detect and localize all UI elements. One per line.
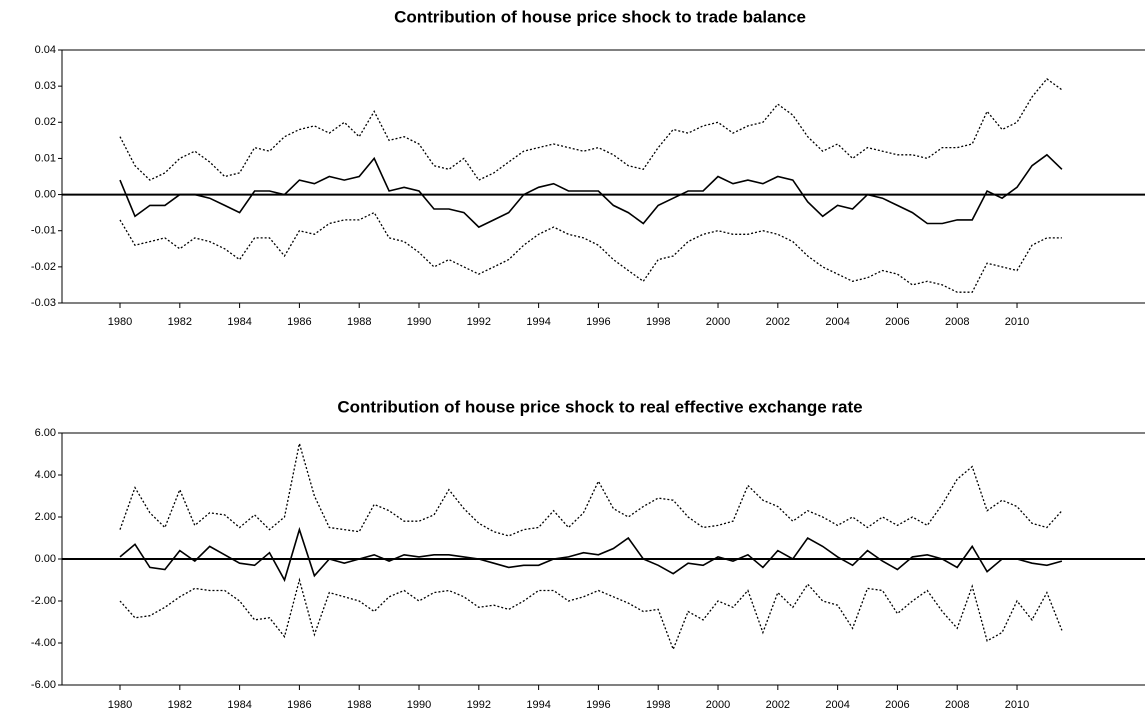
x-tick-label: 1980 <box>108 699 132 711</box>
y-tick-label: -0.01 <box>31 225 56 237</box>
x-tick-label: 1988 <box>347 316 371 328</box>
x-tick-label: 2008 <box>945 699 969 711</box>
x-tick-label: 1992 <box>467 316 491 328</box>
y-tick-label: 4.00 <box>35 469 56 481</box>
y-tick-label: 0.02 <box>35 116 56 128</box>
x-tick-label: 2008 <box>945 316 969 328</box>
y-tick-label: 2.00 <box>35 511 56 523</box>
x-tick-label: 1998 <box>646 316 670 328</box>
x-tick-label: 1996 <box>586 699 610 711</box>
band-line <box>119 78 1063 181</box>
y-tick-label: 0.00 <box>35 553 56 565</box>
x-tick-label: 2010 <box>1005 699 1029 711</box>
chart-title: Contribution of house price shock to rea… <box>337 397 862 416</box>
y-tick-label: 6.00 <box>35 427 56 439</box>
x-tick-label: 1984 <box>227 699 251 711</box>
x-tick-label: 2004 <box>825 316 849 328</box>
x-tick-label: 1990 <box>407 699 431 711</box>
y-tick-label: -2.00 <box>31 595 56 607</box>
x-tick-label: 1994 <box>526 699 550 711</box>
band-line <box>119 577 1063 652</box>
x-tick-label: 1990 <box>407 316 431 328</box>
chart-title: Contribution of house price shock to tra… <box>394 7 806 26</box>
y-tick-label: -6.00 <box>31 679 56 691</box>
x-tick-label: 1980 <box>108 316 132 328</box>
y-tick-label: 0.01 <box>35 152 56 164</box>
band-line <box>119 211 1062 293</box>
x-tick-label: 1982 <box>168 699 192 711</box>
x-tick-label: 2010 <box>1005 316 1029 328</box>
x-tick-label: 1982 <box>168 316 192 328</box>
contribution-line <box>119 526 1063 583</box>
contribution-line <box>119 153 1063 229</box>
x-tick-label: 2002 <box>766 316 790 328</box>
x-tick-label: 2004 <box>825 699 849 711</box>
x-tick-label: 2000 <box>706 316 730 328</box>
x-tick-label: 2006 <box>885 699 909 711</box>
x-tick-label: 1986 <box>287 316 311 328</box>
y-tick-label: -0.03 <box>31 297 56 309</box>
y-tick-label: -0.02 <box>31 261 56 273</box>
x-tick-label: 1986 <box>287 699 311 711</box>
y-tick-label: 0.03 <box>35 80 56 92</box>
x-tick-label: 1998 <box>646 699 670 711</box>
y-tick-label: -4.00 <box>31 637 56 649</box>
x-tick-label: 1996 <box>586 316 610 328</box>
x-tick-label: 1984 <box>227 316 251 328</box>
x-tick-label: 2002 <box>766 699 790 711</box>
y-tick-label: 0.00 <box>35 188 56 200</box>
band-line <box>119 443 1063 537</box>
x-tick-label: 1988 <box>347 699 371 711</box>
x-tick-label: 2006 <box>885 316 909 328</box>
x-tick-label: 2000 <box>706 699 730 711</box>
y-tick-label: 0.04 <box>35 44 56 56</box>
x-tick-label: 1992 <box>467 699 491 711</box>
x-tick-label: 1994 <box>526 316 550 328</box>
